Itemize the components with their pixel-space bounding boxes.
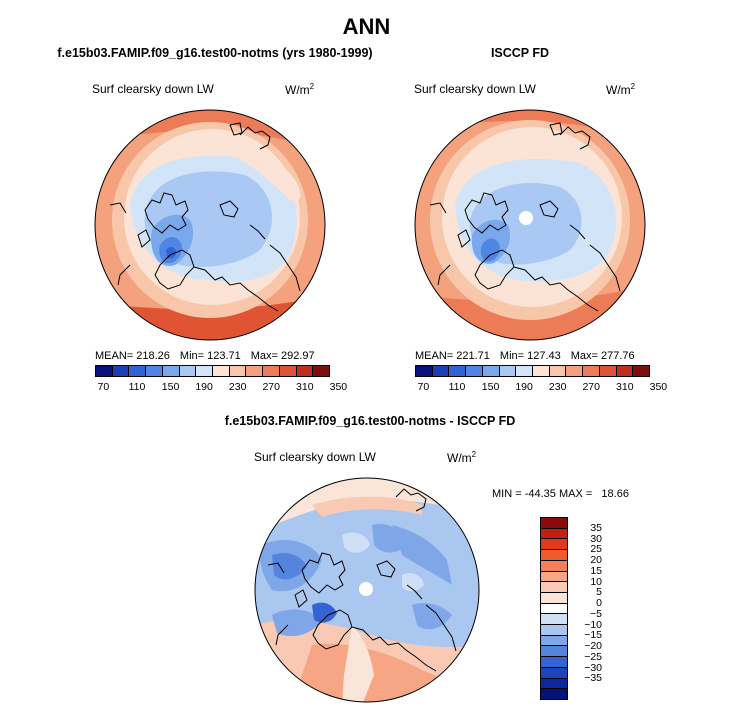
colorbar-tick-label: 270: [262, 381, 280, 393]
colorbar-segment: [313, 366, 330, 376]
model-units-label: W/m2: [285, 82, 315, 97]
colorbar-segment: [432, 366, 450, 376]
colorbar-tick-label: 70: [97, 381, 110, 393]
diff-colorbar: [540, 517, 568, 700]
model-panel-title: f.e15b03.FAMIP.f09_g16.test00-notms (yrs…: [57, 46, 373, 60]
diff-variable-label: Surf clearsky down LW: [254, 450, 376, 464]
colorbar-segment: [616, 366, 634, 376]
colorbar-label: 0: [596, 597, 602, 610]
colorbar-tick-label: 350: [649, 381, 668, 393]
colorbar-segment: [466, 366, 483, 376]
main-title: ANN: [342, 14, 391, 39]
colorbar-segment: [179, 366, 197, 376]
model-stats: MEAN= 218.26 Min= 123.71 Max= 292.97: [95, 350, 315, 362]
colorbar-segment: [112, 366, 130, 376]
obs-panel-title: ISCCP FD: [490, 46, 550, 60]
colorbar-segment: [296, 366, 314, 376]
model-variable-label: Surf clearsky down LW: [92, 82, 214, 96]
colorbar-segment: [516, 366, 534, 376]
colorbar-tick-label: 350: [329, 381, 348, 393]
colorbar-segment: [541, 689, 567, 699]
colorbar-segment: [541, 560, 567, 572]
colorbar-segment: [482, 366, 500, 376]
diff-minmax: MIN = -44.35 MAX = 18.66: [492, 488, 629, 500]
colorbar-tick-label: 270: [582, 381, 600, 393]
colorbar-label: 15: [590, 564, 602, 577]
colorbar-segment: [129, 366, 147, 376]
colorbar-segment: [633, 366, 650, 376]
colorbar-label: 35: [590, 521, 602, 534]
obs-units-label: W/m2: [606, 82, 636, 97]
colorbar-tick-label: 150: [481, 381, 500, 393]
colorbar-tick-label: 310: [296, 381, 314, 393]
colorbar-label: −30: [584, 661, 602, 674]
colorbar-segment: [541, 518, 567, 529]
colorbar-segment: [499, 366, 517, 376]
colorbar-tick-label: 70: [417, 381, 430, 393]
colorbar-segment: [533, 366, 550, 376]
colorbar-segment: [213, 366, 230, 376]
colorbar-segment: [416, 366, 433, 376]
diff-colorbar-labels: 35 30 25 20 15 10 5 0 −5 −10 −15 −20 −25 −30 −35: [572, 517, 602, 700]
colorbar-label: 20: [590, 554, 602, 567]
colorbar-label: −35: [584, 672, 602, 685]
colorbar-label: 10: [590, 575, 602, 588]
colorbar-segment: [541, 614, 567, 626]
colorbar-label: 30: [590, 532, 602, 545]
colorbar-tick-label: 230: [228, 381, 247, 393]
colorbar-label: −10: [584, 618, 602, 631]
colorbar-label: 5: [596, 586, 602, 599]
colorbar-segment: [246, 366, 264, 376]
model-polar-map: [94, 109, 326, 341]
diff-panel-title: f.e15b03.FAMIP.f09_g16.test00-notms - IS…: [224, 414, 516, 428]
colorbar-segment: [449, 366, 467, 376]
colorbar-segment: [583, 366, 600, 376]
colorbar-segment: [541, 635, 567, 647]
colorbar-segment: [263, 366, 280, 376]
colorbar-segment: [541, 582, 567, 593]
colorbar-segment: [599, 366, 617, 376]
obs-colorbar: [415, 365, 650, 377]
colorbar-tick-label: 150: [161, 381, 180, 393]
colorbar-label: −25: [584, 650, 602, 663]
colorbar-tick-label: 230: [548, 381, 567, 393]
colorbar-segment: [541, 603, 567, 615]
colorbar-segment: [162, 366, 180, 376]
colorbar-segment: [541, 625, 567, 636]
diff-polar-map: [254, 477, 480, 703]
obs-polar-map: [414, 109, 646, 341]
colorbar-segment: [146, 366, 163, 376]
colorbar-segment: [541, 667, 567, 679]
colorbar-segment: [541, 678, 567, 690]
obs-variable-label: Surf clearsky down LW: [414, 82, 536, 96]
colorbar-segment: [229, 366, 247, 376]
colorbar-segment: [196, 366, 214, 376]
colorbar-segment: [541, 646, 567, 658]
colorbar-segment: [541, 550, 567, 561]
colorbar-segment: [279, 366, 297, 376]
colorbar-segment: [96, 366, 113, 376]
colorbar-segment: [541, 571, 567, 583]
colorbar-segment: [541, 539, 567, 551]
colorbar-segment: [566, 366, 584, 376]
colorbar-tick-label: 190: [195, 381, 213, 393]
obs-stats: MEAN= 221.71 Min= 127.43 Max= 277.76: [415, 350, 635, 362]
colorbar-segment: [541, 592, 567, 604]
colorbar-label: −20: [584, 640, 602, 653]
colorbar-label: 25: [590, 543, 602, 556]
colorbar-tick-label: 110: [448, 381, 466, 393]
colorbar-label: −15: [584, 629, 602, 642]
model-colorbar: [95, 365, 330, 377]
colorbar-tick-label: 190: [515, 381, 533, 393]
colorbar-tick-label: 310: [616, 381, 634, 393]
diff-units-label: W/m2: [447, 450, 477, 465]
colorbar-segment: [541, 657, 567, 668]
colorbar-segment: [541, 528, 567, 540]
colorbar-segment: [549, 366, 567, 376]
colorbar-label: −5: [590, 607, 602, 620]
colorbar-tick-label: 110: [128, 381, 146, 393]
